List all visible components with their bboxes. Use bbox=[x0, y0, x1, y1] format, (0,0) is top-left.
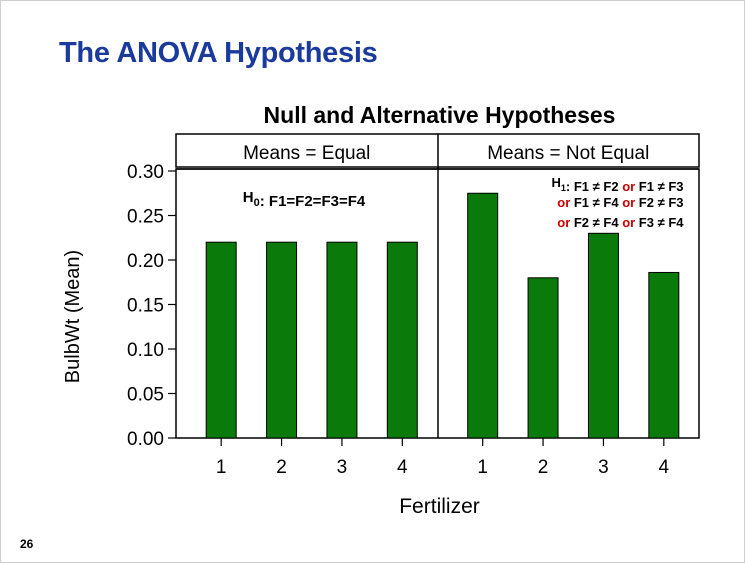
alt-hypothesis-annotation: H1: F1 ≠ F2 or F1 ≠ F3 bbox=[552, 175, 684, 194]
y-axis-label: BulbWt (Mean) bbox=[62, 250, 84, 383]
x-tick-label: 4 bbox=[397, 457, 408, 478]
hypothesis-segment: F1 ≠ F4 bbox=[570, 195, 622, 210]
panel-header-label: Means = Equal bbox=[243, 143, 370, 164]
y-tick-label: 0.15 bbox=[127, 296, 164, 317]
y-tick-label: 0.30 bbox=[127, 162, 164, 183]
x-tick-label: 3 bbox=[337, 457, 348, 478]
x-axis-label: Fertilizer bbox=[399, 495, 480, 518]
hypothesis-subscript: 0 bbox=[254, 197, 260, 209]
hypothesis-segment: or bbox=[622, 179, 635, 194]
x-tick-label: 2 bbox=[538, 457, 549, 478]
hypothesis-segment: : F1 ≠ F2 bbox=[566, 179, 622, 194]
panel-header-label: Means = Not Equal bbox=[487, 143, 649, 164]
hypothesis-segment: or bbox=[557, 195, 570, 210]
bar bbox=[326, 241, 358, 439]
null-hypothesis-annotation: H0: F1=F2=F3=F4 bbox=[243, 189, 366, 210]
y-tick-label: 0.25 bbox=[127, 207, 164, 228]
hypothesis-segment: or bbox=[622, 195, 635, 210]
alt-hypothesis-annotation: or F2 ≠ F4 or F3 ≠ F4 bbox=[557, 215, 684, 230]
bar bbox=[527, 277, 559, 439]
alt-hypothesis-annotation: or F1 ≠ F4 or F2 ≠ F3 bbox=[557, 195, 683, 210]
x-tick-label: 3 bbox=[598, 457, 609, 478]
y-tick-label: 0.10 bbox=[127, 340, 164, 361]
bar bbox=[266, 241, 298, 439]
hypothesis-segment: : F1=F2=F3=F4 bbox=[260, 193, 366, 210]
hypothesis-subscript: 1 bbox=[561, 183, 566, 193]
hypothesis-segment: F2 ≠ F4 bbox=[570, 215, 622, 230]
bar bbox=[648, 271, 680, 439]
x-tick-label: 1 bbox=[477, 457, 488, 478]
y-tick-label: 0.20 bbox=[127, 251, 164, 272]
slide-title: The ANOVA Hypothesis bbox=[59, 37, 378, 69]
y-tick-label: 0.00 bbox=[127, 429, 164, 450]
x-tick-label: 1 bbox=[216, 457, 227, 478]
bar bbox=[386, 241, 418, 439]
hypothesis-segment: F1 ≠ F3 bbox=[635, 179, 683, 194]
x-tick-label: 2 bbox=[276, 457, 287, 478]
hypothesis-segment: F3 ≠ F4 bbox=[635, 215, 684, 230]
bar bbox=[467, 192, 499, 439]
hypothesis-segment: or bbox=[622, 215, 635, 230]
hypothesis-segment: H bbox=[243, 189, 254, 206]
x-tick-label: 4 bbox=[659, 457, 670, 478]
hypothesis-segment: or bbox=[557, 215, 570, 230]
chart-title: Null and Alternative Hypotheses bbox=[264, 102, 616, 128]
bar bbox=[587, 232, 619, 439]
bar bbox=[205, 241, 237, 439]
y-tick-label: 0.05 bbox=[127, 385, 164, 406]
page-number: 26 bbox=[20, 537, 34, 551]
hypothesis-segment: H bbox=[552, 175, 561, 190]
hypothesis-segment: F2 ≠ F3 bbox=[635, 195, 683, 210]
